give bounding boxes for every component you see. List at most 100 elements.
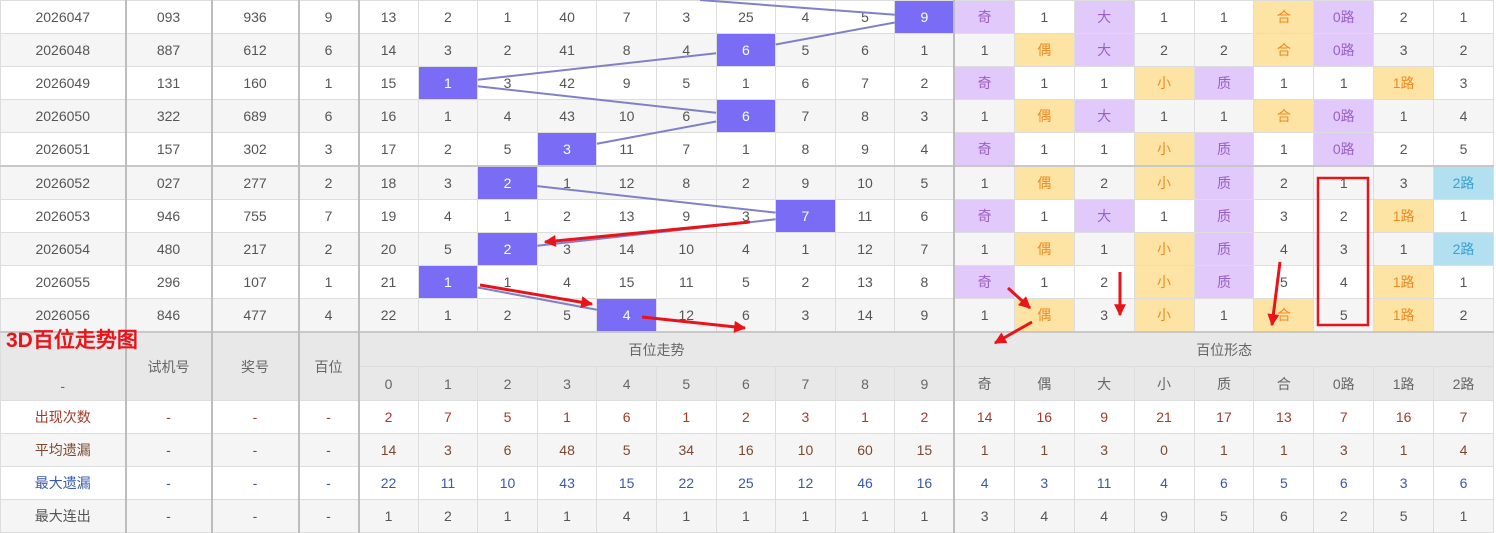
stats-trend-value: 15: [894, 433, 956, 467]
header-digit: 6: [715, 366, 777, 401]
stats-form-value: 14: [953, 400, 1015, 434]
stats-form-value: 1: [1253, 433, 1315, 467]
form-cell: 1: [1013, 132, 1075, 167]
stats-trend-value: 1: [834, 499, 896, 533]
header-digit: 0: [358, 366, 419, 401]
trend-miss-cell: 11: [655, 265, 717, 299]
form-cell: 小: [1133, 298, 1195, 333]
trend-miss-cell: 6: [655, 99, 717, 133]
form-cell: 奇: [953, 0, 1015, 34]
trend-miss-cell: 13: [358, 0, 419, 34]
trend-miss-cell: 5: [655, 66, 717, 100]
form-cell: 2: [1313, 199, 1375, 233]
form-cell: 4: [1253, 232, 1315, 266]
form-cell: 1: [1433, 199, 1494, 233]
form-cell: 1: [1133, 99, 1195, 133]
stats-hundreds: -: [298, 400, 360, 434]
form-cell: 质: [1193, 232, 1255, 266]
draw-row: 2026054 480 217 2 20 5 2 3 14 10 4 1 12 7 1 偶 1 小质 4 3 1 2路: [0, 232, 1494, 266]
stats-hundreds: -: [298, 499, 360, 533]
test-number-cell: 093: [125, 0, 213, 34]
trend-miss-cell: 2: [417, 0, 479, 34]
trend-miss-cell: 43: [536, 99, 598, 133]
header-row: - 试机号 奖号 百位 百位走势 百位形态: [0, 331, 1494, 401]
stats-trend-value: 12: [775, 466, 836, 500]
trend-hit-cell: 6: [715, 33, 777, 67]
form-cell: 1: [953, 33, 1015, 67]
stats-label: 平均遗漏: [0, 433, 127, 467]
draw-number-cell: 755: [211, 199, 300, 233]
header-digit: 3: [536, 366, 598, 401]
trend-miss-cell: 3: [477, 66, 538, 100]
trend-miss-cell: 6: [834, 33, 896, 67]
form-cell: 1: [1253, 132, 1315, 167]
trend-miss-cell: 7: [655, 132, 717, 167]
stats-trend-value: 1: [536, 499, 598, 533]
header-form: 奇: [953, 366, 1015, 401]
stats-form-value: 1: [1193, 433, 1255, 467]
stats-form-value: 3: [1013, 466, 1075, 500]
stats-trend-value: 6: [596, 400, 657, 434]
hundreds-digit-cell: 6: [298, 33, 360, 67]
test-number-cell: 946: [125, 199, 213, 233]
stats-trend-value: 3: [775, 400, 836, 434]
form-cell: 质: [1193, 66, 1255, 100]
stats-row: 出现次数 - - -2 7 5 1 6 1 2 3 1 2 14 16 9 21 17 13 7 16 7: [0, 400, 1494, 434]
stats-form-value: 1: [1373, 433, 1435, 467]
form-cell: 2: [1433, 298, 1494, 333]
trend-miss-cell: 6: [715, 298, 777, 333]
trend-miss-cell: 18: [358, 165, 419, 200]
trend-miss-cell: 3: [655, 0, 717, 34]
trend-miss-cell: 1: [715, 132, 777, 167]
form-cell: 1: [1193, 0, 1255, 34]
form-cell: 2: [1253, 165, 1315, 200]
trend-miss-cell: 3: [715, 199, 777, 233]
header-digit: 1: [417, 366, 479, 401]
form-cell: 4: [1313, 265, 1375, 299]
trend-miss-cell: 4: [655, 33, 717, 67]
trend-miss-cell: 5: [894, 165, 956, 200]
draw-row: 2026047 093 936 9 13 2 1 40 7 3 25 4 5 9 奇 1 大 1 1 合 0路 2 1: [0, 0, 1494, 34]
header-digit: 5: [655, 366, 717, 401]
stats-trend-value: 46: [834, 466, 896, 500]
stats-form-value: 5: [1253, 466, 1315, 500]
trend-miss-cell: 11: [596, 132, 657, 167]
form-cell: 3: [1373, 165, 1435, 200]
trend-miss-cell: 10: [834, 165, 896, 200]
test-number-cell: 296: [125, 265, 213, 299]
form-cell: 1: [1133, 0, 1195, 34]
trend-miss-cell: 8: [775, 132, 836, 167]
stats-trend-value: 11: [417, 466, 479, 500]
form-cell: 小: [1133, 265, 1195, 299]
hundreds-digit-cell: 3: [298, 132, 360, 167]
draw-row: 2026053 946 755 7 19 4 1 2 13 9 3 7 11 6 奇 1 大 1 质 3 2 1路 1: [0, 199, 1494, 233]
stats-trend-value: 16: [894, 466, 956, 500]
form-cell: 质: [1193, 132, 1255, 167]
trend-hit-cell: 1: [417, 265, 479, 299]
stats-trend-value: 1: [358, 499, 419, 533]
trend-hit-cell: 3: [536, 132, 598, 167]
form-cell: 合: [1253, 99, 1315, 133]
trend-hit-cell: 1: [417, 66, 479, 100]
form-cell: 1: [1013, 66, 1075, 100]
stats-form-value: 3: [1373, 466, 1435, 500]
header-form: 2路: [1433, 366, 1494, 401]
form-cell: 0路: [1313, 33, 1375, 67]
form-cell: 小: [1133, 165, 1195, 200]
trend-miss-cell: 9: [655, 199, 717, 233]
stats-test: -: [125, 466, 213, 500]
header-trend-group: 百位走势: [358, 331, 956, 367]
stats-form-value: 17: [1193, 400, 1255, 434]
trend-miss-cell: 1: [536, 165, 598, 200]
header-digit: 9: [894, 366, 956, 401]
form-cell: 3: [1253, 199, 1315, 233]
stats-test: -: [125, 433, 213, 467]
form-cell: 2: [1433, 33, 1494, 67]
stats-trend-value: 15: [596, 466, 657, 500]
form-cell: 1路: [1373, 298, 1435, 333]
stats-form-value: 1: [953, 433, 1015, 467]
trend-miss-cell: 4: [775, 0, 836, 34]
form-cell: 偶: [1013, 165, 1075, 200]
trend-miss-cell: 7: [834, 66, 896, 100]
draw-row: 2026055 296 107 1 21 1 1 4 15 11 5 2 13 8 奇 1 2 小质 5 4 1路 1: [0, 265, 1494, 299]
